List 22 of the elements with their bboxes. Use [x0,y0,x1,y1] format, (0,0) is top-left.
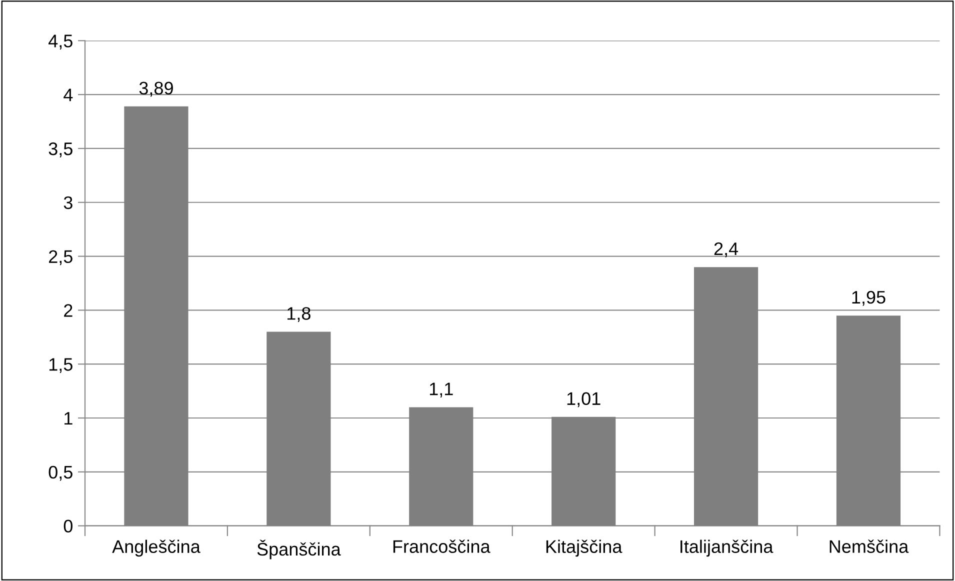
data-label: 3,89 [139,82,173,97]
data-label: 1,01 [567,392,600,408]
y-tick-label: 0 [64,520,72,533]
data-label: 1,1 [430,382,453,398]
data-label: 1,8 [288,307,310,322]
y-tick-label: 2,5 [49,250,72,266]
x-tick-label: Angleščina [112,540,200,557]
data-label: 2,4 [714,242,738,258]
x-tick-label: Kitajščina [546,540,622,557]
x-tick-label: Nemščina [830,540,909,553]
y-tick-label: 3 [64,196,72,210]
data-label: 1,95 [852,290,886,306]
x-tick-label: Italijanščina [680,540,774,557]
y-tick-label: 2 [64,304,72,317]
y-tick-label: 4 [64,88,73,102]
y-tick-label: 4,5 [48,34,72,50]
y-tick-label: 1,5 [49,358,72,373]
x-tick-label: Francoščina [393,540,490,553]
y-tick-label: 3,5 [48,142,72,158]
y-tick-label: 0,5 [48,466,72,481]
y-tick-label: 1 [64,412,72,425]
x-tick-label: Španščina [257,540,341,560]
